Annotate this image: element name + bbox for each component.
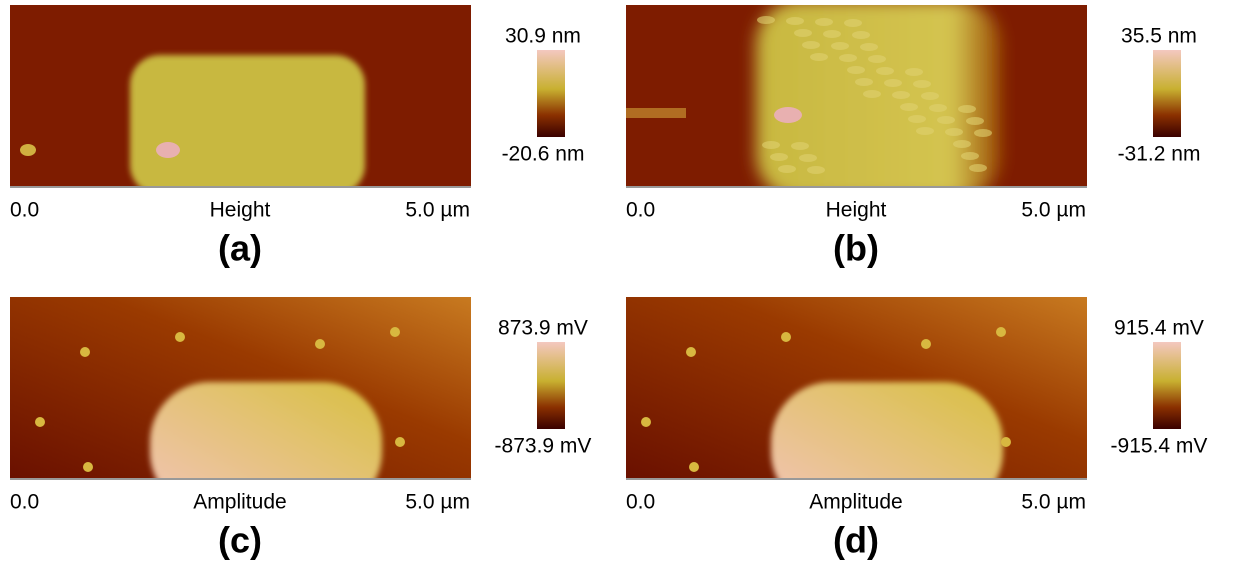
- grain: [974, 129, 992, 137]
- scale-min: -20.6 nm: [502, 143, 585, 166]
- grain: [815, 18, 833, 26]
- scale-min: -915.4 mV: [1111, 435, 1208, 458]
- grain: [860, 43, 878, 51]
- x-end: 5.0 µm: [1021, 491, 1086, 514]
- grain: [786, 17, 804, 25]
- x-start: 0.0: [626, 199, 655, 222]
- grain: [884, 79, 902, 87]
- grain: [937, 116, 955, 124]
- grain: [868, 55, 886, 63]
- afm-image: [626, 0, 1087, 200]
- panel-label: (a): [218, 228, 262, 269]
- grain: [778, 165, 796, 173]
- panel: 915.4 mV -915.4 mV 0.0 Amplitude 5.0 µm (d): [626, 297, 1207, 561]
- scale-min: -31.2 nm: [1118, 143, 1201, 166]
- grain: [929, 104, 947, 112]
- grain: [855, 78, 873, 86]
- grain: [839, 54, 857, 62]
- channel: Height: [826, 199, 887, 222]
- scale-max: 30.9 nm: [505, 25, 581, 48]
- x-end: 5.0 µm: [405, 491, 470, 514]
- grain: [791, 142, 809, 150]
- grain: [807, 166, 825, 174]
- scale-max: 873.9 mV: [498, 317, 588, 340]
- particle: [80, 347, 90, 357]
- grain: [799, 154, 817, 162]
- channel: Amplitude: [809, 491, 902, 514]
- particle: [20, 144, 36, 156]
- grain: [831, 42, 849, 50]
- island: [130, 55, 365, 195]
- grain: [823, 30, 841, 38]
- particle: [686, 347, 696, 357]
- grain: [916, 127, 934, 135]
- grain: [810, 53, 828, 61]
- x-end: 5.0 µm: [1021, 199, 1086, 222]
- grain: [908, 115, 926, 123]
- particle: [156, 142, 180, 158]
- grain: [757, 16, 775, 24]
- x-start: 0.0: [10, 491, 39, 514]
- channel: Height: [210, 199, 271, 222]
- particle: [781, 332, 791, 342]
- grain: [852, 31, 870, 39]
- grain: [953, 140, 971, 148]
- particle: [774, 107, 802, 123]
- grain: [847, 66, 865, 74]
- grain: [966, 117, 984, 125]
- grain: [802, 41, 820, 49]
- scale-min: -873.9 mV: [495, 435, 592, 458]
- streak: [626, 108, 686, 118]
- color-scale: [1153, 50, 1181, 137]
- particle: [395, 437, 405, 447]
- channel: Amplitude: [193, 491, 286, 514]
- color-scale: [537, 50, 565, 137]
- grain: [892, 91, 910, 99]
- x-end: 5.0 µm: [405, 199, 470, 222]
- particle: [689, 462, 699, 472]
- grain: [863, 90, 881, 98]
- grain: [844, 19, 862, 27]
- grain: [969, 164, 987, 172]
- scale-max: 35.5 nm: [1121, 25, 1197, 48]
- grain: [921, 92, 939, 100]
- color-scale: [537, 342, 565, 429]
- grain: [770, 153, 788, 161]
- color-scale: [1153, 342, 1181, 429]
- afm-image: [10, 5, 471, 195]
- panel: 873.9 mV -873.9 mV 0.0 Amplitude 5.0 µm (c): [10, 297, 591, 561]
- particle: [35, 417, 45, 427]
- x-start: 0.0: [10, 199, 39, 222]
- particle: [1001, 437, 1011, 447]
- particle: [390, 327, 400, 337]
- particle: [315, 339, 325, 349]
- panel-label: (c): [218, 520, 262, 561]
- grain: [762, 141, 780, 149]
- particle: [996, 327, 1006, 337]
- scale-max: 915.4 mV: [1114, 317, 1204, 340]
- particle: [175, 332, 185, 342]
- grain: [905, 68, 923, 76]
- particle: [921, 339, 931, 349]
- grain: [958, 105, 976, 113]
- grain: [876, 67, 894, 75]
- panel-label: (b): [833, 228, 879, 269]
- grain: [900, 103, 918, 111]
- grain: [945, 128, 963, 136]
- panel: 30.9 nm -20.6 nm 0.0 Height 5.0 µm (a): [10, 5, 584, 269]
- figure: 30.9 nm -20.6 nm 0.0 Height 5.0 µm (a) 35.5 nm…: [0, 0, 1236, 574]
- panel: 35.5 nm -31.2 nm 0.0 Height 5.0 µm (b): [626, 0, 1200, 269]
- x-start: 0.0: [626, 491, 655, 514]
- panel-label: (d): [833, 520, 879, 561]
- particle: [641, 417, 651, 427]
- grain: [794, 29, 812, 37]
- particle: [83, 462, 93, 472]
- grain: [961, 152, 979, 160]
- grain: [913, 80, 931, 88]
